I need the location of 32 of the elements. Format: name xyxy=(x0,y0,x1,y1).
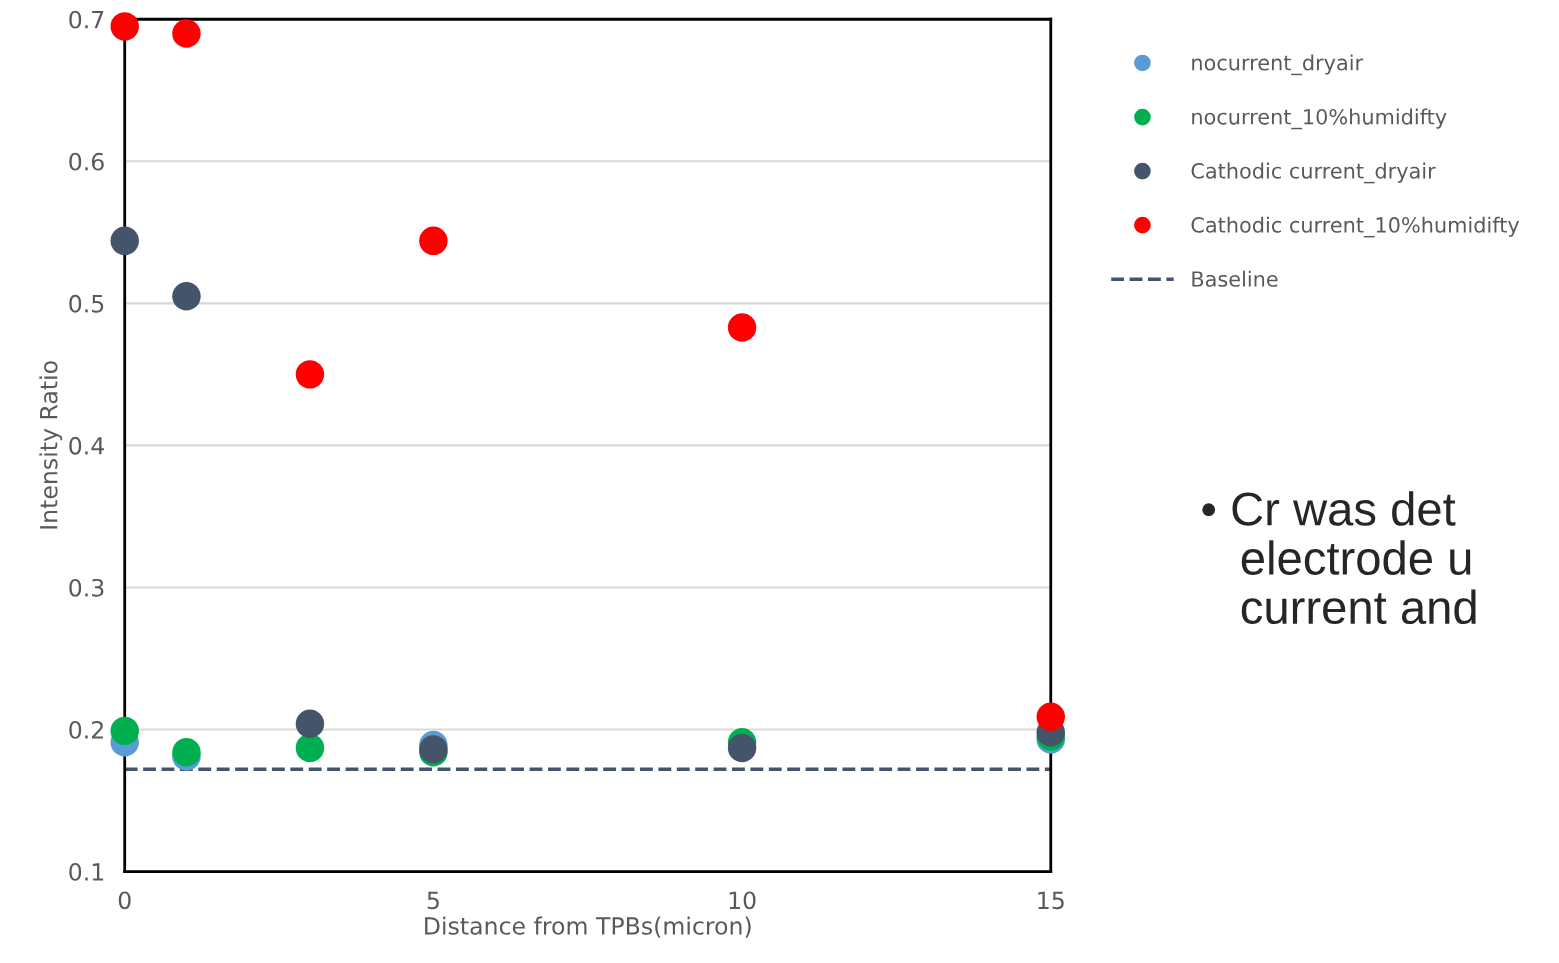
x-axis-title: Distance from TPBs(micron) xyxy=(425,916,751,938)
point xyxy=(727,313,757,342)
point xyxy=(110,12,139,41)
y-tick-label: 0.4 xyxy=(69,436,104,455)
y-axis-title: Intensity Ratio xyxy=(39,361,63,529)
legend-label: Cathodic current_10%humidifty xyxy=(1191,216,1520,238)
point xyxy=(295,733,325,763)
y-tick-label: 0.5 xyxy=(69,294,104,313)
point xyxy=(172,19,201,48)
point xyxy=(419,226,448,256)
point xyxy=(172,737,201,767)
text: • Cr was det electrode u current and xyxy=(1202,491,1476,625)
point xyxy=(295,709,325,739)
legend-label: Baseline xyxy=(1192,270,1278,287)
point xyxy=(172,282,201,311)
x-tick-label: 10 xyxy=(729,891,756,910)
x-tick-label: 15 xyxy=(1038,891,1064,910)
y-tick-label: 0.2 xyxy=(69,720,103,739)
y-tick-label: 0.3 xyxy=(69,578,104,597)
legend-label: Cathodic current_dryair xyxy=(1191,162,1436,184)
point xyxy=(110,716,139,746)
x-tick-label: 5 xyxy=(427,891,439,910)
point xyxy=(1036,702,1065,731)
x-tick-label: 0 xyxy=(118,891,131,910)
point xyxy=(110,226,139,256)
y-tick-label: 0.1 xyxy=(69,862,104,881)
point xyxy=(727,733,757,763)
point xyxy=(295,360,325,389)
legend-label: nocurrent_10%humidifty xyxy=(1192,108,1447,130)
legend-label: nocurrent_dryair xyxy=(1192,54,1364,76)
y-tick-label: 0.7 xyxy=(69,10,104,29)
y-tick-label: 0.6 xyxy=(69,152,104,171)
